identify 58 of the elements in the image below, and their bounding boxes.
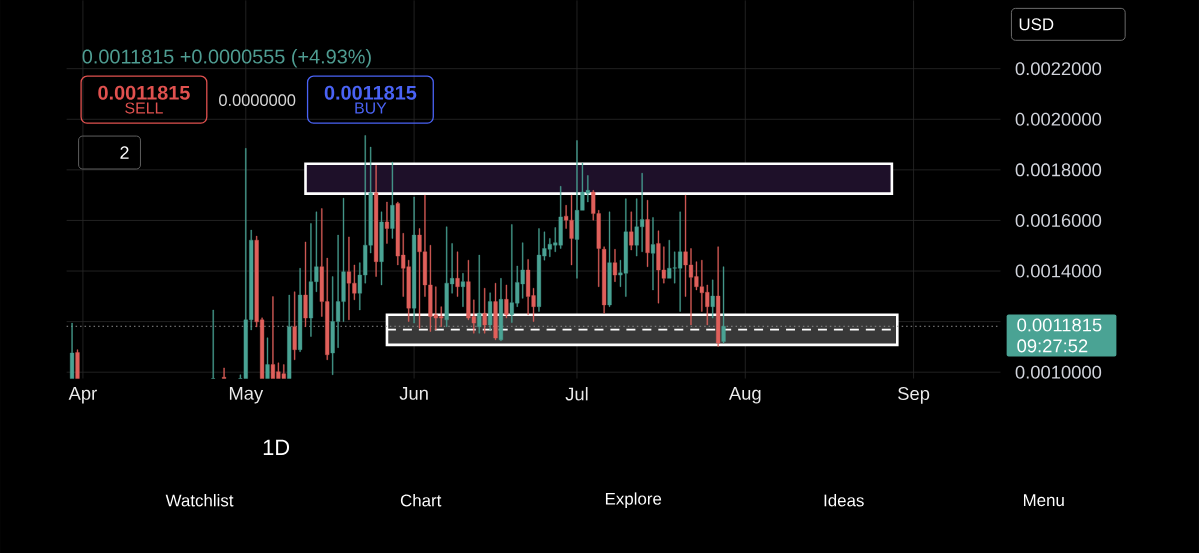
- candlestick: [455, 251, 460, 297]
- candlestick: [460, 273, 466, 307]
- candlestick: [211, 309, 216, 379]
- candlestick: [298, 267, 303, 352]
- text: Watchlist: [165, 493, 234, 507]
- ref-line-label: 0.0011815 09:27:52: [1017, 318, 1102, 353]
- candlestick: [721, 266, 726, 344]
- text: Chart: [400, 493, 442, 507]
- x-tick-label: Apr: [68, 386, 97, 404]
- candlestick: [493, 282, 498, 340]
- annotation: SELL: [125, 102, 163, 114]
- annotation: BUY: [355, 102, 387, 114]
- candlestick: [477, 254, 482, 334]
- candlestick: [265, 337, 270, 379]
- text: Explore: [605, 492, 662, 509]
- y-tick-label: 0.0022000: [1015, 62, 1102, 76]
- candlestick: [607, 211, 612, 307]
- candlestick: [384, 201, 389, 244]
- x-tick-label: Jun: [399, 386, 428, 400]
- candlestick: [303, 241, 308, 327]
- x-tick-label: Aug: [728, 386, 761, 404]
- candlestick: [716, 246, 721, 347]
- candlestick: [374, 165, 379, 277]
- x-tick-label: Jul: [565, 386, 588, 401]
- candlestick: [292, 291, 297, 360]
- candlestick: [629, 211, 634, 251]
- candlestick: [498, 278, 504, 341]
- candlestick: [710, 279, 715, 319]
- candlestick: [379, 211, 384, 286]
- candlestick: [287, 294, 292, 379]
- text: Ideas: [824, 493, 864, 507]
- y-tick-label: 0.0016000: [1015, 213, 1102, 227]
- candlestick: [390, 161, 395, 239]
- annotation: 0.0000000: [219, 94, 296, 106]
- candlestick: [650, 217, 656, 291]
- y-tick-label: 0.0020000: [1015, 112, 1102, 126]
- y-tick-label: 0.0014000: [1015, 264, 1102, 278]
- candlestick: [222, 367, 227, 379]
- annotation: 0.0011815: [98, 85, 190, 100]
- y-tick-label: 0.0010000: [1015, 365, 1102, 379]
- candlestick: [412, 196, 417, 324]
- candlestick: [482, 287, 487, 334]
- candlestick: [645, 199, 650, 267]
- annotation: 2: [120, 146, 129, 159]
- candlestick: [70, 322, 75, 379]
- text: Menu: [1024, 494, 1064, 507]
- candlestick: [612, 249, 618, 282]
- y-tick-label: 0.0018000: [1015, 163, 1102, 177]
- text: 1D: [263, 439, 290, 455]
- candlestick: [602, 246, 607, 314]
- x-tick-label: Sep: [898, 386, 930, 404]
- candlestick: [504, 284, 509, 319]
- candlestick: [488, 292, 493, 331]
- candlestick: [75, 349, 80, 379]
- annotation: 0.0011815 +0.0000555 (+4.93%): [82, 48, 371, 68]
- annotation: 0.0011815: [324, 85, 417, 100]
- text: USD: [1019, 18, 1054, 31]
- x-tick-label: May: [229, 386, 264, 404]
